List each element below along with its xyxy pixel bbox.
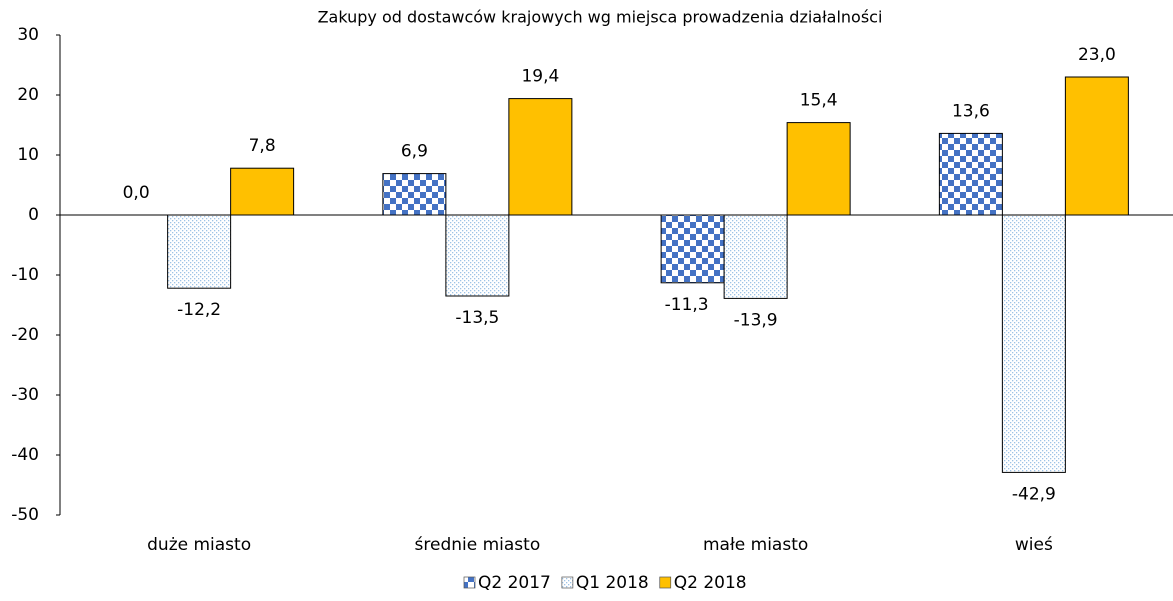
bar bbox=[382, 173, 447, 216]
x-tick-label: średnie miasto bbox=[415, 535, 541, 555]
bar bbox=[938, 132, 1003, 216]
x-tick-label: małe miasto bbox=[703, 535, 808, 555]
bar bbox=[723, 214, 788, 299]
legend-label: Q2 2018 bbox=[674, 573, 747, 593]
x-tick-label: duże miasto bbox=[147, 535, 251, 555]
bar bbox=[1001, 214, 1066, 473]
y-tick-label: -40 bbox=[11, 445, 39, 465]
y-tick-label: -30 bbox=[11, 385, 39, 405]
y-tick-label: -50 bbox=[11, 505, 39, 525]
y-tick-label: 30 bbox=[17, 25, 39, 45]
value-label: 6,9 bbox=[401, 142, 428, 162]
bar bbox=[660, 214, 725, 284]
value-label: -42,9 bbox=[1012, 484, 1056, 504]
legend-label: Q1 2018 bbox=[576, 573, 649, 593]
bar bbox=[167, 214, 232, 289]
legend-swatch bbox=[463, 576, 476, 589]
value-label: 23,0 bbox=[1078, 45, 1116, 65]
bar bbox=[786, 122, 851, 216]
value-label: 0,0 bbox=[123, 183, 150, 203]
x-tick-label: wieś bbox=[1015, 535, 1053, 555]
value-label: -13,5 bbox=[455, 308, 499, 328]
value-label: -12,2 bbox=[177, 300, 221, 320]
value-label: 7,8 bbox=[249, 136, 276, 156]
y-tick-label: 10 bbox=[17, 145, 39, 165]
value-label: 13,6 bbox=[952, 101, 990, 121]
y-tick-label: 20 bbox=[17, 85, 39, 105]
y-tick-label: -10 bbox=[11, 265, 39, 285]
y-tick-label: -20 bbox=[11, 325, 39, 345]
value-label: 15,4 bbox=[800, 91, 838, 111]
bar bbox=[445, 214, 510, 297]
bar bbox=[230, 167, 295, 216]
value-label: -11,3 bbox=[665, 295, 709, 315]
y-tick-label: 0 bbox=[28, 205, 39, 225]
value-label: 19,4 bbox=[521, 67, 559, 87]
legend-swatch bbox=[561, 576, 574, 589]
bar bbox=[1064, 76, 1129, 216]
legend-label: Q2 2017 bbox=[478, 573, 551, 593]
bar bbox=[508, 98, 573, 216]
chart-title: Zakupy od dostawców krajowych wg miejsca… bbox=[318, 8, 883, 27]
value-label: -13,9 bbox=[734, 310, 778, 330]
legend-swatch bbox=[659, 576, 672, 589]
